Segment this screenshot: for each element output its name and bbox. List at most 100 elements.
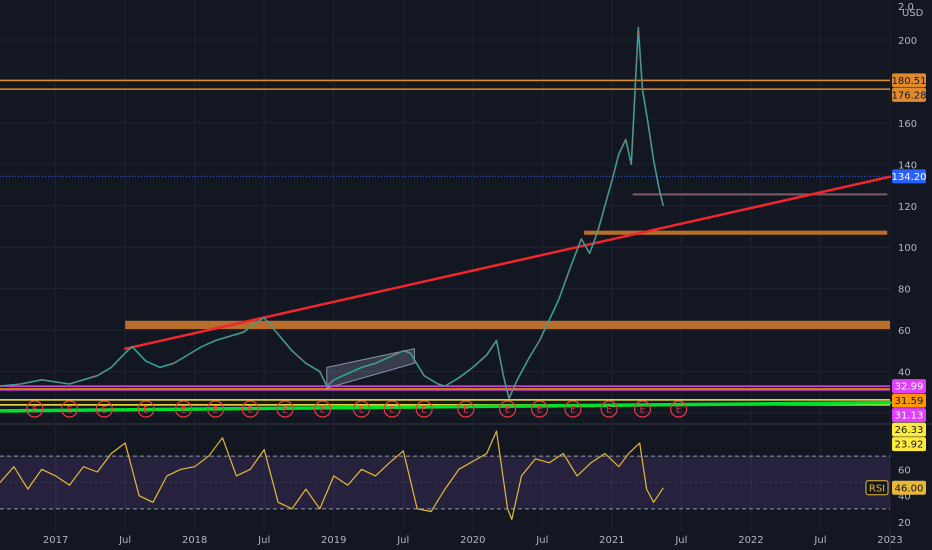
earnings-marker-circle (352, 400, 371, 418)
price-tick-label: 200 (898, 36, 917, 47)
time-tick-label: 2021 (599, 535, 624, 546)
earnings-marker-circle (600, 400, 618, 418)
earnings-marker[interactable]: E (60, 400, 79, 418)
time-tick-label: Jul (535, 535, 548, 546)
trendline[interactable] (123, 175, 892, 351)
earnings-marker-label: E (181, 406, 187, 416)
price-zone[interactable] (125, 320, 890, 330)
earnings-marker-label: E (101, 406, 107, 416)
earnings-marker-label: E (143, 406, 149, 416)
earnings-marker[interactable]: E (530, 400, 549, 418)
earnings-marker[interactable]: E (26, 400, 44, 418)
price-series (0, 26, 665, 400)
level-badge-text: 26.33 (895, 425, 924, 436)
earnings-marker[interactable]: E (174, 400, 193, 418)
earnings-marker-circle (564, 400, 582, 418)
earnings-marker-circle (457, 400, 475, 418)
earnings-marker[interactable]: E (276, 400, 294, 418)
earnings-marker[interactable]: E (457, 400, 475, 418)
price-zone[interactable] (584, 230, 888, 235)
earnings-marker-label: E (421, 406, 427, 416)
level-badge: 23.92 (892, 437, 926, 452)
rsi-panel (0, 430, 890, 521)
earnings-marker-circle (276, 400, 294, 418)
earnings-marker-circle (241, 400, 259, 418)
trendline[interactable] (0, 400, 892, 413)
rsi-value-badge: RSI 46.00 (865, 480, 926, 496)
level-badge-bg (892, 379, 926, 394)
earnings-marker[interactable]: E (314, 400, 332, 418)
horizontal-levels (0, 79, 890, 406)
earnings-marker-label: E (282, 406, 288, 416)
currency-label: USD (902, 8, 924, 19)
earnings-marker[interactable]: E (383, 400, 401, 418)
price-tick-label: 80 (898, 285, 911, 296)
price-line[interactable] (0, 26, 665, 400)
earnings-marker-circle (26, 400, 44, 418)
level-badge-bg (892, 408, 926, 423)
earnings-marker[interactable]: E (600, 400, 618, 418)
level-badge-bg (892, 87, 926, 102)
earnings-marker-circle (206, 400, 225, 418)
price-tick-label: 140 (898, 160, 917, 171)
rsi-last-value-bg (892, 480, 926, 495)
price-channel[interactable] (326, 348, 415, 389)
level-badge-bg (892, 169, 926, 184)
earnings-marker[interactable]: E (564, 400, 582, 418)
earnings-marker[interactable]: E (241, 400, 259, 418)
zone-layer (125, 193, 890, 389)
earnings-marker-circle (137, 400, 155, 418)
time-tick-label: 2020 (460, 535, 485, 546)
time-tick-label: Jul (813, 535, 826, 546)
level-badge-text: 176.28 (892, 90, 927, 101)
time-tick-label: Jul (257, 535, 270, 546)
earnings-marker-label: E (67, 406, 73, 416)
earnings-marker-circle (415, 400, 433, 418)
rsi-line[interactable] (0, 430, 664, 521)
earnings-marker-label: E (359, 406, 365, 416)
earnings-marker-circle (383, 400, 401, 418)
earnings-marker-label: E (570, 406, 576, 416)
earnings-marker-label: E (606, 406, 612, 416)
earnings-marker[interactable]: E (670, 400, 688, 418)
time-tick-label: Jul (674, 535, 687, 546)
time-tick-label: 2018 (182, 535, 207, 546)
level-badge: 26.33 (892, 422, 926, 437)
earnings-marker-circle (60, 400, 79, 418)
level-badge: 134.20 (892, 169, 927, 184)
earnings-marker-label: E (213, 406, 219, 416)
earnings-marker[interactable]: E (206, 400, 225, 418)
earnings-marker[interactable]: E (352, 400, 371, 418)
earnings-marker-circle (174, 400, 193, 418)
price-zone[interactable] (632, 193, 888, 196)
earnings-marker[interactable]: E (95, 400, 113, 418)
level-badge-bg (892, 422, 926, 437)
price-badges: 180.51 176.28 134.20 32.99 31.59 31.13 26.33 23… (865, 73, 927, 496)
rsi-tick-label: 20 (898, 518, 911, 529)
time-tick-label: 2017 (43, 535, 68, 546)
level-badge-bg (892, 437, 926, 452)
level-badge: 176.28 (892, 87, 927, 102)
earnings-marker[interactable]: E (498, 400, 517, 418)
price-line-overlay (0, 27, 664, 399)
earnings-marker-label: E (320, 406, 326, 416)
earnings-marker-label: E (505, 406, 511, 416)
earnings-marker[interactable]: E (137, 400, 155, 418)
earnings-marker-circle (633, 400, 652, 418)
rsi-tick-label: 40 (898, 492, 911, 503)
price-tick-label: 60 (898, 326, 911, 337)
level-badge-text: 32.99 (895, 382, 924, 393)
time-tick-label: 2023 (877, 535, 902, 546)
earnings-marker[interactable]: E (415, 400, 433, 418)
trendline-layer (0, 175, 892, 413)
earnings-marker-label: E (537, 406, 543, 416)
rsi-tick-label: 60 (898, 465, 911, 476)
earnings-marker[interactable]: E (633, 400, 652, 418)
price-tick-label: 160 (898, 119, 917, 130)
earnings-marker-label: E (247, 406, 253, 416)
level-badge-text: 134.20 (892, 172, 927, 183)
